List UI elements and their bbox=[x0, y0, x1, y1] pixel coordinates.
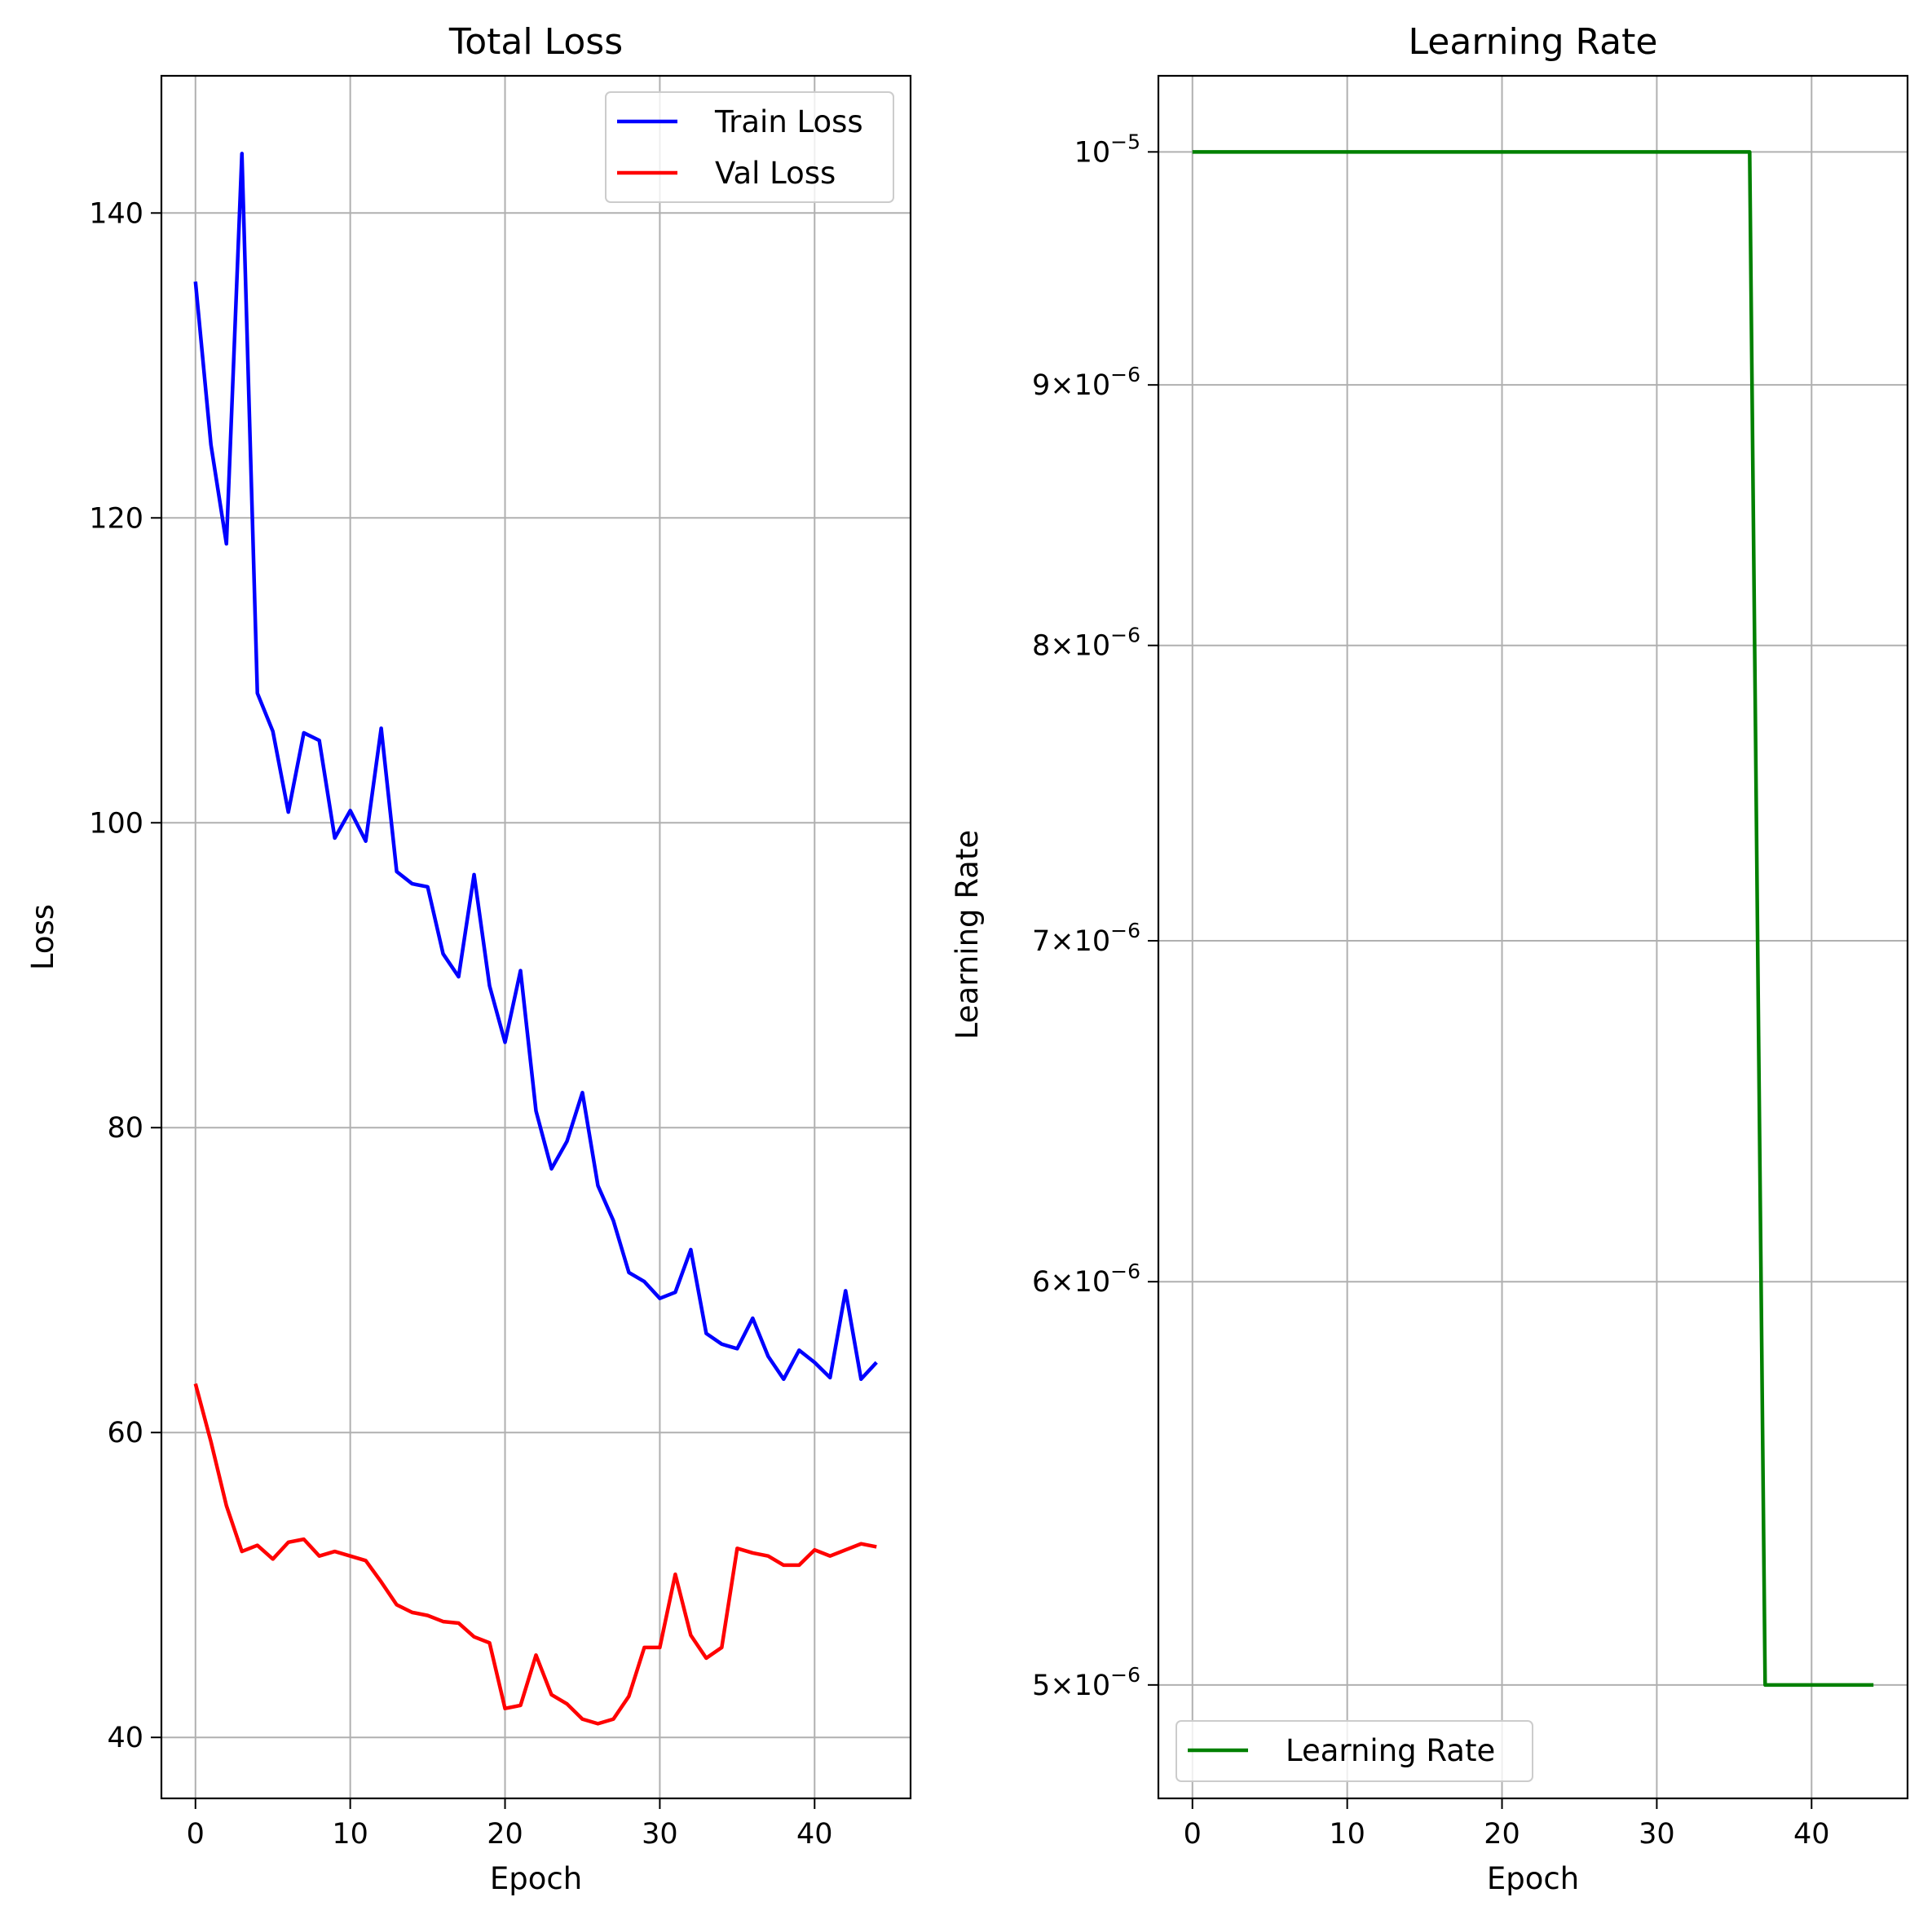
learning-rate-chart: 0 10 20 30 40 10−5 9×10−6 8×10−6 7×10−6 6×10−6 5×1… bbox=[950, 21, 1909, 1896]
x-tick-label: 10 bbox=[1329, 1818, 1365, 1851]
y-tick-label: 5×10−6 bbox=[1032, 1663, 1140, 1702]
y-axis-label: Learning Rate bbox=[950, 830, 985, 1039]
y-tick-label: 60 bbox=[107, 1417, 143, 1449]
x-tick-label: 40 bbox=[1793, 1818, 1830, 1851]
axes-frame bbox=[1157, 74, 1909, 1800]
x-tick-label: 30 bbox=[1639, 1818, 1675, 1851]
y-tick-label: 8×10−6 bbox=[1032, 624, 1140, 663]
y-tick-label: 9×10−6 bbox=[1032, 363, 1140, 402]
x-tick-label: 30 bbox=[642, 1818, 678, 1851]
x-tick-label: 0 bbox=[187, 1818, 205, 1851]
y-tick-label: 10−5 bbox=[1074, 130, 1140, 169]
chart-title: Total Loss bbox=[448, 21, 623, 63]
y-tick-label: 7×10−6 bbox=[1032, 919, 1140, 958]
x-axis-label: Epoch bbox=[490, 1861, 582, 1896]
series-line-train-loss bbox=[193, 152, 878, 1382]
y-tick-label: 100 bbox=[89, 807, 143, 840]
chart-title: Learning Rate bbox=[1409, 21, 1658, 63]
x-tick-label: 20 bbox=[1484, 1818, 1520, 1851]
x-tick-label: 20 bbox=[487, 1818, 523, 1851]
legend-label-val-loss: Val Loss bbox=[715, 156, 836, 191]
legend-label-train-loss: Train Loss bbox=[714, 104, 863, 139]
legend-box bbox=[1176, 1720, 1533, 1782]
y-tick-label: 140 bbox=[89, 197, 143, 230]
x-tick-label: 40 bbox=[796, 1818, 833, 1851]
grid bbox=[161, 76, 911, 1798]
x-tick-label: 0 bbox=[1184, 1818, 1202, 1851]
y-tick-label: 120 bbox=[89, 502, 143, 535]
legend: Train Loss Val Loss bbox=[605, 91, 894, 203]
legend: Learning Rate bbox=[1176, 1720, 1533, 1782]
y-tick-label: 80 bbox=[107, 1112, 143, 1145]
x-tick-label: 10 bbox=[332, 1818, 368, 1851]
axes-frame bbox=[160, 74, 912, 1800]
series-line-val-loss bbox=[193, 1383, 877, 1726]
legend-label-learning-rate: Learning Rate bbox=[1286, 1733, 1495, 1768]
total-loss-chart: 0 10 20 30 40 40 60 80 100 120 140 Total Loss Epoch L… bbox=[25, 21, 912, 1896]
x-axis-label: Epoch bbox=[1487, 1861, 1579, 1896]
y-tick-label: 6×10−6 bbox=[1032, 1260, 1140, 1299]
series-line-learning-rate bbox=[1192, 150, 1874, 1688]
y-axis-label: Loss bbox=[25, 904, 60, 970]
y-tick-label: 40 bbox=[107, 1722, 143, 1754]
legend-box bbox=[605, 91, 894, 203]
grid bbox=[1158, 76, 1908, 1798]
